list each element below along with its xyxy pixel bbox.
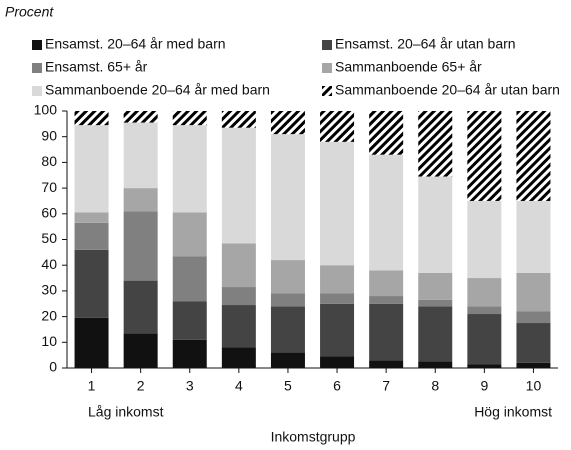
bar-segment	[74, 222, 109, 250]
bar-segment	[221, 111, 256, 128]
y-tick-label: 50	[41, 230, 57, 246]
bar-segment	[221, 127, 256, 244]
bar-segment	[221, 305, 256, 348]
bar-segment	[172, 339, 207, 368]
bar-segment	[320, 293, 355, 304]
y-tick-label: 90	[41, 127, 57, 143]
bar-segment	[270, 293, 305, 307]
bar-segment	[123, 333, 158, 368]
bar-segment	[123, 111, 158, 123]
x-tick-label: 4	[235, 378, 243, 394]
bar-segment	[74, 111, 109, 126]
y-tick-label: 100	[34, 102, 58, 118]
bar-segment	[320, 141, 355, 266]
bar-segment	[172, 301, 207, 340]
y-tick-label: 10	[41, 333, 57, 349]
legend-label: Sammanboende 65+ år	[335, 59, 482, 75]
bar-segment	[369, 154, 404, 271]
bar-segment	[74, 317, 109, 368]
bar-segment	[418, 299, 453, 307]
bar-segment	[369, 111, 404, 155]
bar-segment	[172, 111, 207, 126]
bar-segment	[516, 111, 551, 201]
bar-segment	[467, 364, 502, 368]
x-tick-label: 9	[480, 378, 488, 394]
bar-segment	[221, 287, 256, 306]
bar-segment	[516, 272, 551, 312]
legend-swatch	[32, 63, 42, 73]
bar-segment	[221, 347, 256, 368]
bar-segment	[74, 125, 109, 213]
bar-segment	[74, 249, 109, 318]
bar-segment	[123, 122, 158, 189]
x-tick-label: 10	[526, 378, 542, 394]
y-tick-label: 20	[41, 307, 57, 323]
bar-segment	[369, 296, 404, 304]
bar-segment	[467, 200, 502, 279]
annotation: Låg inkomst	[88, 404, 164, 420]
bar-segment	[418, 361, 453, 368]
y-axis-label: Procent	[5, 4, 54, 20]
y-tick-label: 40	[41, 256, 57, 272]
bar-segment	[516, 200, 551, 273]
bar-segment	[123, 280, 158, 334]
legend-label: Sammanboende 20–64 år utan barn	[335, 82, 560, 98]
bar-segment	[74, 212, 109, 223]
y-tick-label: 60	[41, 205, 57, 221]
bar-segment	[172, 212, 207, 257]
bar-segment	[123, 211, 158, 281]
x-tick-label: 1	[88, 378, 96, 394]
y-tick-label: 30	[41, 282, 57, 298]
bar-segment	[516, 362, 551, 368]
x-tick-label: 3	[186, 378, 194, 394]
bar-segment	[270, 134, 305, 261]
bar-segment	[320, 111, 355, 142]
bar-segment	[123, 188, 158, 212]
annotation: Hög inkomst	[474, 404, 552, 420]
legend-swatch	[32, 40, 42, 50]
bar-segment	[516, 323, 551, 363]
legend-label: Ensamst. 20–64 år med barn	[45, 36, 226, 52]
legend-label: Sammanboende 20–64 år med barn	[45, 82, 270, 98]
y-tick-label: 80	[41, 153, 57, 169]
bar-segment	[418, 272, 453, 300]
legend-swatch	[32, 86, 42, 96]
bar-segment	[369, 360, 404, 368]
bar-segment	[172, 125, 207, 213]
bar-segment	[467, 314, 502, 365]
bar-segment	[369, 270, 404, 297]
bar-segment	[172, 256, 207, 302]
bar-segment	[467, 111, 502, 201]
bar-segment	[221, 243, 256, 288]
bar-segment	[320, 265, 355, 294]
bar-segment	[369, 303, 404, 361]
y-tick-label: 0	[49, 359, 57, 375]
bar-segment	[270, 352, 305, 368]
bar-segment	[320, 356, 355, 368]
x-tick-label: 5	[284, 378, 292, 394]
bar-segment	[270, 111, 305, 135]
legend-label: Ensamst. 20–64 år utan barn	[335, 36, 516, 52]
bar-segment	[270, 260, 305, 294]
x-tick-label: 2	[137, 378, 145, 394]
bar-segment	[270, 306, 305, 353]
y-tick-label: 70	[41, 179, 57, 195]
legend-swatch	[322, 40, 332, 50]
bar-segment	[467, 306, 502, 315]
legend-swatch	[322, 63, 332, 73]
bar-segment	[516, 311, 551, 324]
legend-label: Ensamst. 65+ år	[45, 59, 148, 75]
bar-segment	[418, 306, 453, 362]
legend-swatch	[322, 86, 332, 96]
bar-segment	[418, 176, 453, 273]
x-tick-label: 8	[431, 378, 439, 394]
x-axis-label: Inkomstgrupp	[271, 429, 356, 445]
bar-segment	[320, 303, 355, 357]
x-tick-label: 7	[382, 378, 390, 394]
bar-segment	[418, 111, 453, 177]
x-tick-label: 6	[333, 378, 341, 394]
bar-segment	[467, 278, 502, 307]
